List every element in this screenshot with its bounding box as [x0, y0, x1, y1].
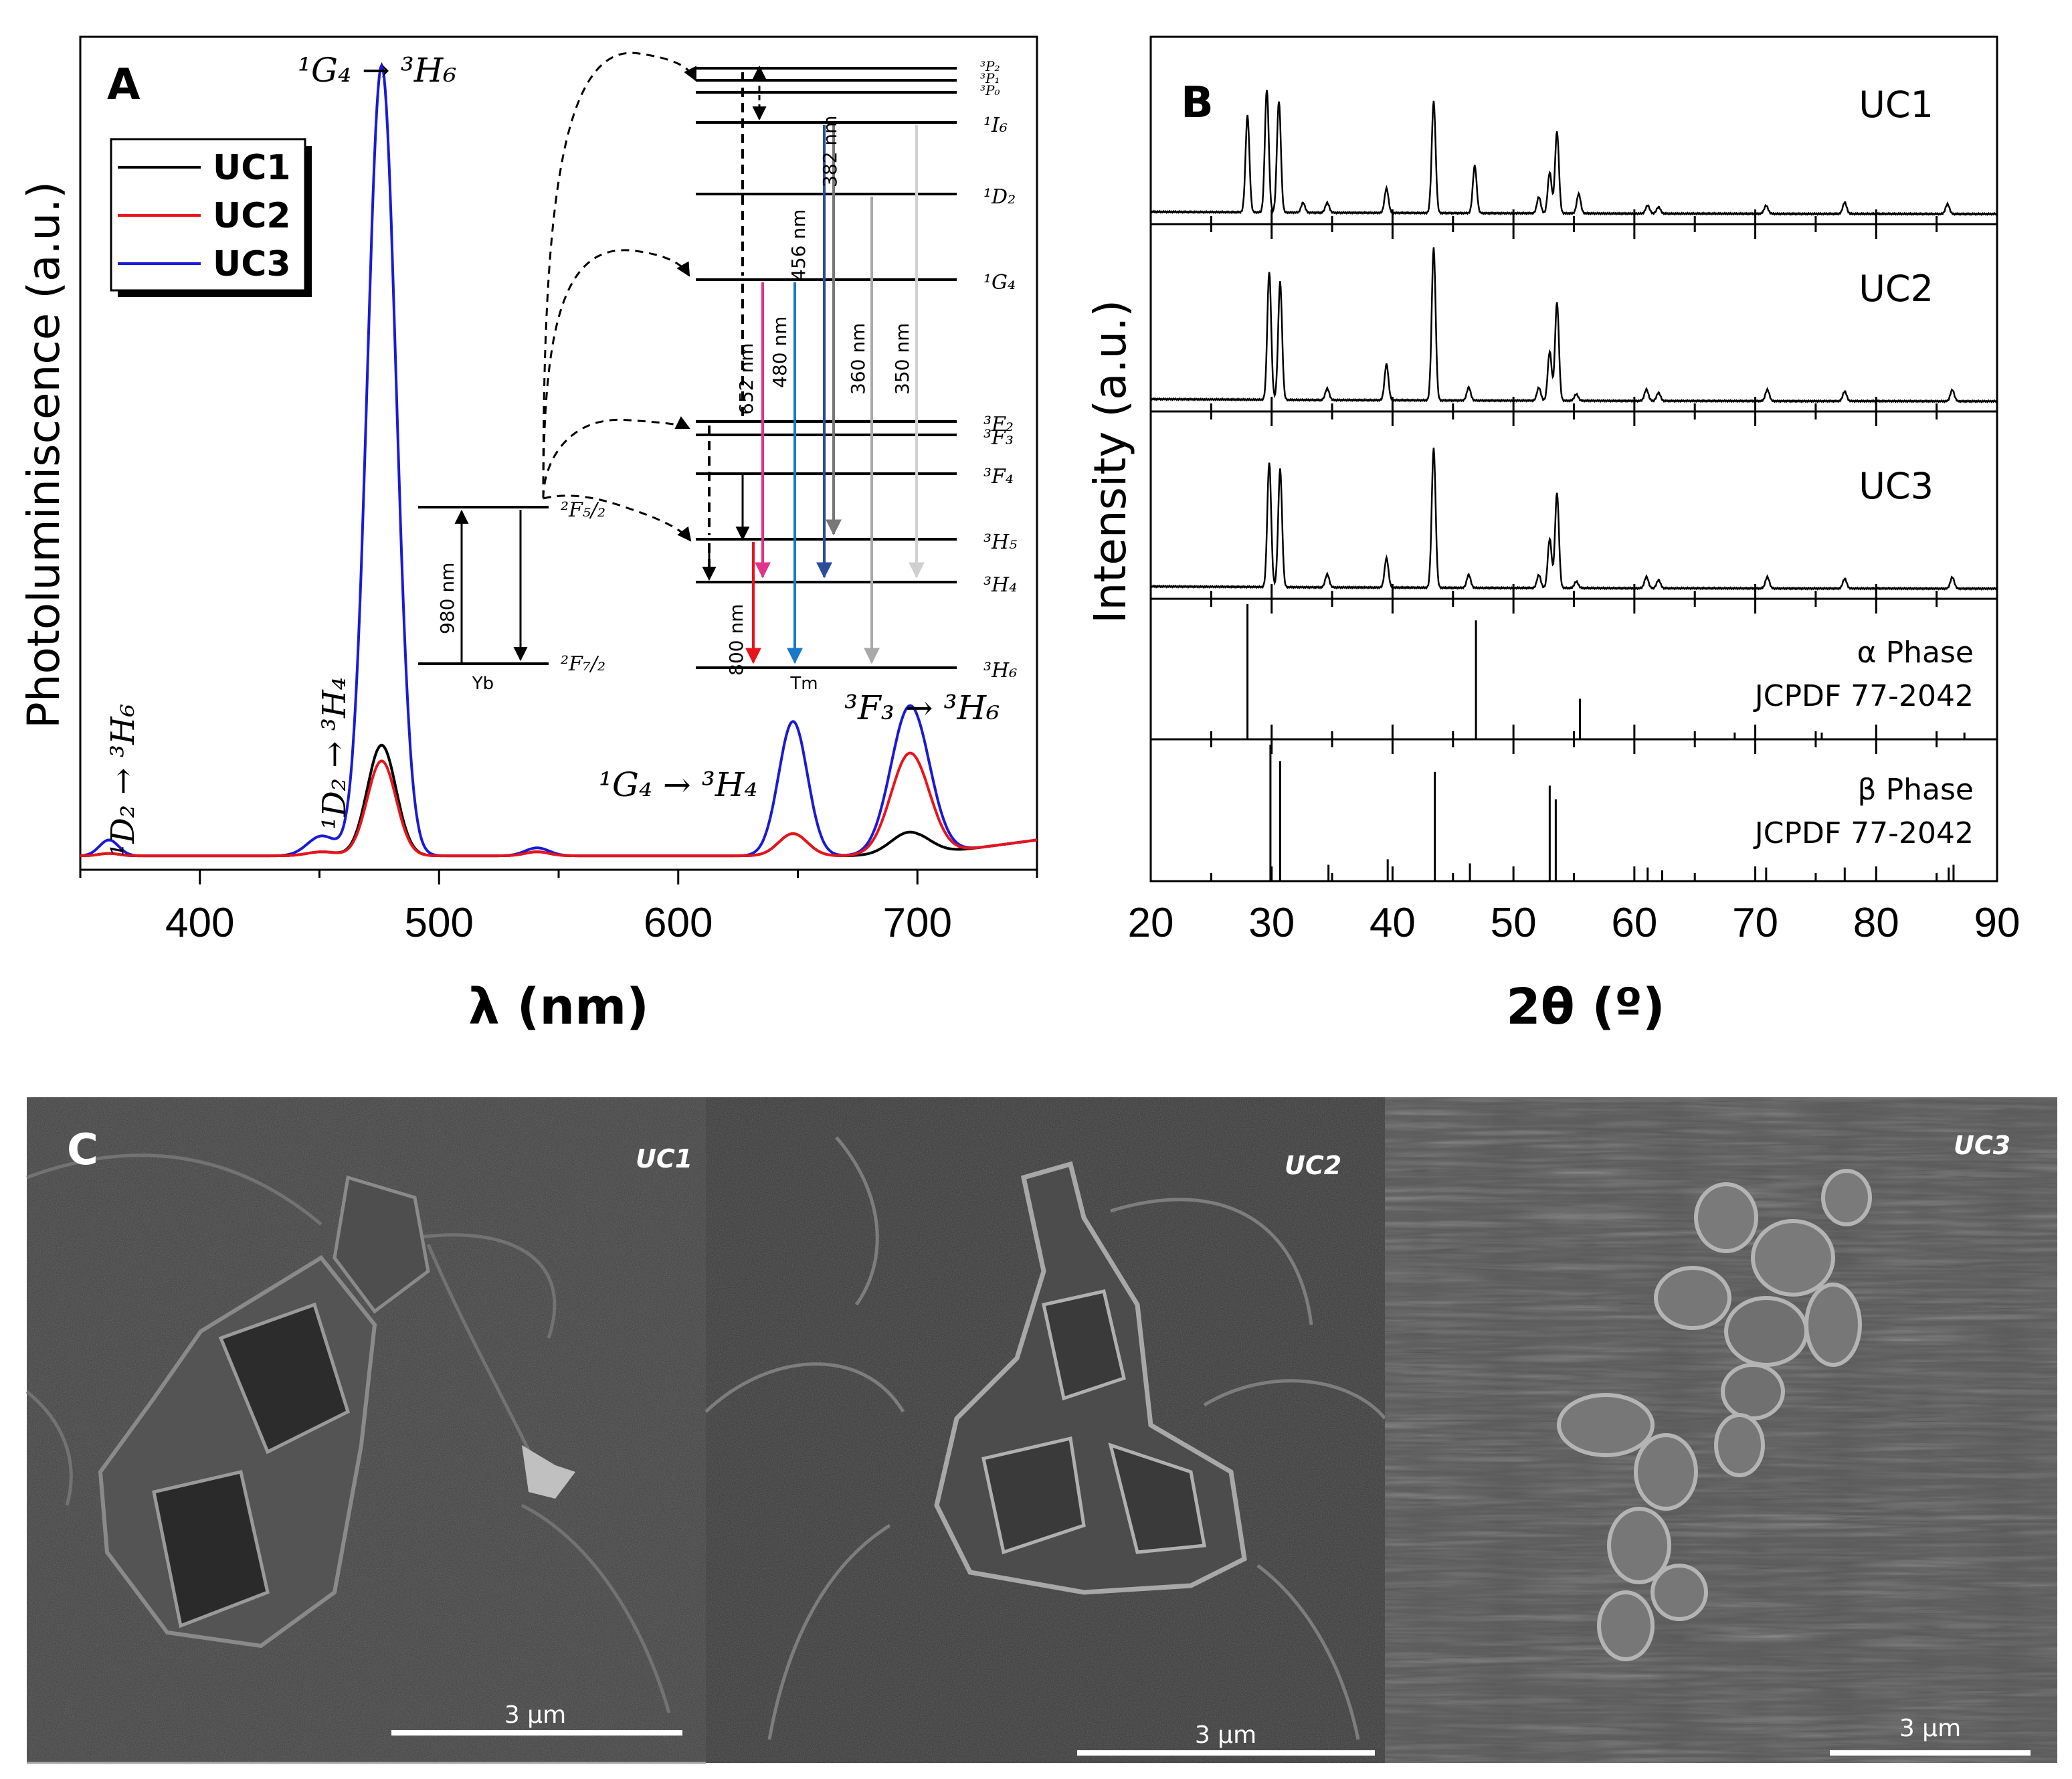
xrd-label-uc2: UC2 — [1859, 268, 1934, 310]
peak-label-3f3-3h6: ³F₃ → ³H₆ — [844, 688, 1000, 727]
xrd-beta-phase-label: β Phase — [1858, 773, 1974, 807]
sem-uc2-label: UC2 — [1285, 1151, 1341, 1180]
legend-label-uc3: UC3 — [213, 244, 291, 284]
sem-uc3-scale-label: 3 µm — [1899, 1715, 1961, 1742]
panel-a: A Photoluminiscence (a.u.) λ (nm) 400 500… — [18, 35, 1038, 1036]
sem-image-uc2: UC2 3 µm — [704, 1097, 1386, 1763]
peak-label-1g4-3h4: ¹G₄ → ³H₄ — [599, 765, 757, 804]
sem-image-uc1: UC1 3 µm C — [25, 1097, 706, 1763]
et-curve-4 — [543, 494, 692, 542]
b-tick-label-80: 80 — [1853, 900, 1899, 946]
panel-b-frame — [1149, 35, 1998, 882]
sem-image-uc3: UC3 3 µm — [1385, 1097, 2057, 1763]
yb-level-label-lower: ²F₇/₂ — [561, 652, 605, 676]
xrd-label-uc1: UC1 — [1859, 84, 1934, 126]
tm-transition-label-7: 350 nm — [891, 323, 913, 395]
panel-b-ticks: 20 30 40 50 60 70 80 90 — [1128, 209, 2020, 946]
sem-uc2-membrane — [704, 1136, 1386, 1740]
tm-level-label-3: ¹I₆ — [983, 114, 1008, 137]
b-tick-label-20: 20 — [1128, 900, 1174, 946]
tm-transition-label-2: 652 nm — [735, 343, 757, 415]
sem-uc2-particle — [934, 1161, 1247, 1595]
panel-b-letter: B — [1181, 78, 1214, 128]
tm-level-label-8: ³F₄ — [983, 465, 1014, 488]
tm-label: Tm — [789, 674, 818, 694]
sem-uc1-label: UC1 — [636, 1144, 692, 1174]
tm-transition-label-3: 480 nm — [769, 316, 791, 388]
xrd-alpha-card-label: JCPDF 77-2042 — [1753, 679, 1974, 713]
xrd-beta-card-label: JCPDF 77-2042 — [1753, 816, 1974, 850]
panel-a-legend: UC1 UC2 UC3 — [110, 138, 312, 297]
peak-label-1g4-3h6: ¹G₄ → ³H₆ — [298, 51, 456, 90]
tm-transition-label-6: 360 nm — [847, 323, 869, 395]
panel-a-xlabel: λ (nm) — [468, 978, 649, 1036]
panel-a-ylabel: Photoluminiscence (a.u.) — [18, 181, 70, 729]
yb-label: Yb — [472, 674, 494, 694]
panel-b: B Intensity (a.u.) 2θ (º) 20 30 40 50 60 70 80… — [1085, 35, 2020, 1036]
a-tick-label-700: 700 — [883, 900, 952, 946]
tm-level-label-11: ³H₆ — [983, 659, 1017, 682]
b-tick-label-70: 70 — [1732, 900, 1778, 946]
tm-transition-label-1: 800 nm — [725, 604, 747, 676]
peak-label-1d2-3h4: ¹D₂ → ³H₄ — [316, 677, 353, 830]
xrd-alpha-phase-label: α Phase — [1857, 636, 1974, 670]
pl-curve-uc1 — [80, 743, 1038, 858]
pl-curve-uc2 — [80, 751, 1038, 858]
sem-uc3-particle — [1557, 1169, 1872, 1661]
sem-uc1-scale-label: 3 µm — [504, 1701, 566, 1729]
sem-uc1-particle — [98, 1175, 575, 1649]
xrd-pattern-uc3 — [1150, 448, 1998, 591]
peak-label-1d2-3h6: ¹D₂ → ³H₆ — [104, 704, 142, 856]
tm-level-label-5: ¹G₄ — [983, 271, 1016, 294]
b-tick-label-30: 30 — [1248, 900, 1295, 946]
tm-transition-label-5: 382 nm — [819, 116, 841, 187]
tm-level-label-0: ³P₂ — [980, 58, 1000, 74]
tm-level-label-10: ³H₄ — [983, 573, 1017, 597]
et-curve-1 — [542, 52, 697, 499]
panel-a-ticks: 400 500 600 700 — [79, 870, 1038, 946]
tm-level-label-2: ³P₀ — [980, 82, 1000, 98]
sem-uc3-label: UC3 — [1954, 1131, 2010, 1160]
b-tick-label-90: 90 — [1974, 900, 2020, 946]
legend-label-uc1: UC1 — [213, 148, 291, 188]
panel-b-xlabel: 2θ (º) — [1506, 978, 1665, 1036]
xrd-label-uc3: UC3 — [1859, 465, 1934, 507]
panel-b-patterns — [1150, 90, 1998, 881]
a-tick-label-500: 500 — [405, 900, 474, 946]
tm-level-label-1: ³P₁ — [980, 70, 1000, 86]
xrd-pattern-uc1 — [1150, 90, 1998, 216]
tm-transition-label-4: 456 nm — [787, 209, 810, 281]
et-curve-2 — [542, 249, 690, 499]
panel-c: UC1 3 µm C UC2 — [25, 1097, 2057, 1764]
tm-level-label-4: ¹D₂ — [983, 185, 1016, 209]
panel-a-letter: A — [107, 60, 140, 110]
panel-c-letter: C — [67, 1125, 98, 1175]
et-curve-3 — [542, 416, 690, 499]
tm-level-label-7: ³F₃ — [983, 426, 1014, 450]
xrd-pattern-uc2 — [1150, 247, 1998, 403]
legend-label-uc2: UC2 — [213, 196, 291, 236]
sem-uc2-scale-label: 3 µm — [1195, 1721, 1256, 1749]
b-tick-label-60: 60 — [1611, 900, 1657, 946]
panel-b-ylabel: Intensity (a.u.) — [1085, 300, 1136, 624]
b-tick-label-40: 40 — [1370, 900, 1416, 946]
tm-level-label-6: ³F₂ — [983, 413, 1014, 436]
tm-level-label-9: ³H₅ — [983, 531, 1017, 554]
a-tick-label-400: 400 — [165, 900, 234, 946]
yb-980-label: 980 nm — [436, 563, 458, 634]
panel-a-curves — [80, 62, 1038, 858]
yb-level-label-upper: ²F₅/₂ — [561, 498, 605, 522]
tm-arrows: 652 nm 480 nm 456 nm 382 nm 360 nm 350 nm 800 … — [702, 65, 925, 676]
a-tick-label-600: 600 — [644, 900, 713, 946]
b-tick-label-50: 50 — [1491, 900, 1537, 946]
